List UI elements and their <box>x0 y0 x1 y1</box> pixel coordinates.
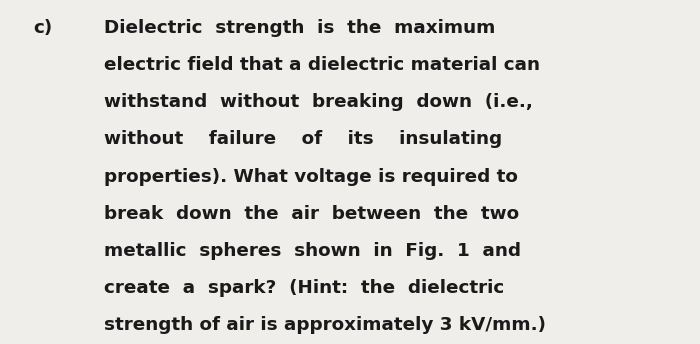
Text: create  a  spark?  (Hint:  the  dielectric: create a spark? (Hint: the dielectric <box>104 279 504 297</box>
Text: metallic  spheres  shown  in  Fig.  1  and: metallic spheres shown in Fig. 1 and <box>104 242 521 260</box>
Text: Dielectric  strength  is  the  maximum: Dielectric strength is the maximum <box>104 19 495 37</box>
Text: strength of air is approximately 3 kV/mm.): strength of air is approximately 3 kV/mm… <box>104 316 545 334</box>
Text: break  down  the  air  between  the  two: break down the air between the two <box>104 205 519 223</box>
Text: electric field that a dielectric material can: electric field that a dielectric materia… <box>104 56 540 74</box>
Text: without    failure    of    its    insulating: without failure of its insulating <box>104 130 502 148</box>
Text: withstand  without  breaking  down  (i.e.,: withstand without breaking down (i.e., <box>104 93 533 111</box>
Text: properties). What voltage is required to: properties). What voltage is required to <box>104 168 517 185</box>
Text: c): c) <box>34 19 53 37</box>
